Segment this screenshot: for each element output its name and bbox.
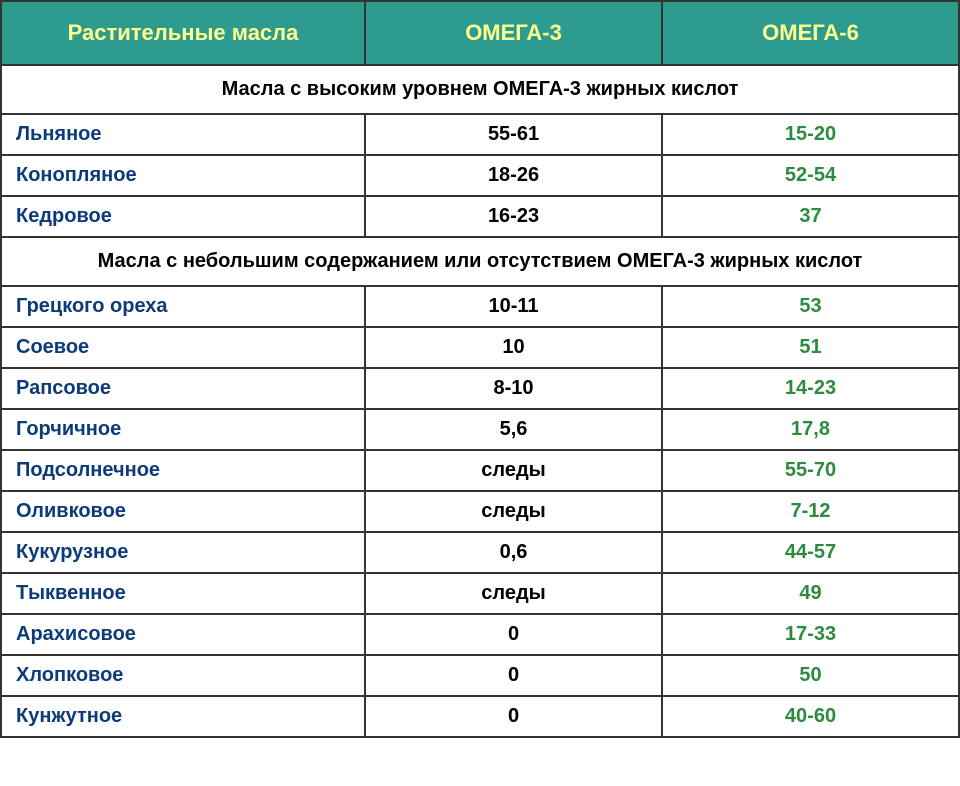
table-row: Льняное55-6115-20 — [1, 114, 959, 155]
omega6-value: 17-33 — [662, 614, 959, 655]
oil-name: Конопляное — [1, 155, 365, 196]
table-row: Соевое1051 — [1, 327, 959, 368]
omega3-value: следы — [365, 573, 662, 614]
table-row: Тыквенноеследы49 — [1, 573, 959, 614]
omega6-value: 14-23 — [662, 368, 959, 409]
omega6-value: 50 — [662, 655, 959, 696]
table-row: Кукурузное0,644-57 — [1, 532, 959, 573]
omega6-value: 15-20 — [662, 114, 959, 155]
oil-name: Кедровое — [1, 196, 365, 237]
omega6-value: 40-60 — [662, 696, 959, 737]
section-title: Масла с небольшим содержанием или отсутс… — [1, 237, 959, 286]
section-header-row: Масла с небольшим содержанием или отсутс… — [1, 237, 959, 286]
omega3-value: 18-26 — [365, 155, 662, 196]
omega-oils-table: Растительные масла ОМЕГА-3 ОМЕГА-6 Масла… — [0, 0, 960, 738]
oil-name: Горчичное — [1, 409, 365, 450]
omega6-value: 44-57 — [662, 532, 959, 573]
omega3-value: 0 — [365, 614, 662, 655]
omega3-value: 8-10 — [365, 368, 662, 409]
omega3-value: 0,6 — [365, 532, 662, 573]
omega3-value: 5,6 — [365, 409, 662, 450]
table-row: Кедровое16-2337 — [1, 196, 959, 237]
omega3-value: 10-11 — [365, 286, 662, 327]
table-row: Кунжутное040-60 — [1, 696, 959, 737]
omega6-value: 51 — [662, 327, 959, 368]
omega6-value: 52-54 — [662, 155, 959, 196]
omega3-value: 16-23 — [365, 196, 662, 237]
oil-name: Арахисовое — [1, 614, 365, 655]
oil-name: Соевое — [1, 327, 365, 368]
omega3-value: 55-61 — [365, 114, 662, 155]
table-row: Подсолнечноеследы55-70 — [1, 450, 959, 491]
column-header-omega6: ОМЕГА-6 — [662, 1, 959, 65]
omega6-value: 55-70 — [662, 450, 959, 491]
oil-name: Тыквенное — [1, 573, 365, 614]
column-header-omega3: ОМЕГА-3 — [365, 1, 662, 65]
table-body: Масла с высоким уровнем ОМЕГА-3 жирных к… — [1, 65, 959, 737]
oil-name: Рапсовое — [1, 368, 365, 409]
omega3-value: 0 — [365, 655, 662, 696]
oil-name: Оливковое — [1, 491, 365, 532]
oil-name: Грецкого ореха — [1, 286, 365, 327]
omega3-value: 10 — [365, 327, 662, 368]
table-header-row: Растительные масла ОМЕГА-3 ОМЕГА-6 — [1, 1, 959, 65]
oil-name: Кукурузное — [1, 532, 365, 573]
oil-name: Кунжутное — [1, 696, 365, 737]
table-row: Хлопковое050 — [1, 655, 959, 696]
omega3-value: следы — [365, 450, 662, 491]
column-header-name: Растительные масла — [1, 1, 365, 65]
omega6-value: 49 — [662, 573, 959, 614]
table-row: Конопляное18-2652-54 — [1, 155, 959, 196]
oil-name: Льняное — [1, 114, 365, 155]
table-row: Горчичное5,617,8 — [1, 409, 959, 450]
table-row: Грецкого ореха10-1153 — [1, 286, 959, 327]
omega6-value: 53 — [662, 286, 959, 327]
oil-name: Подсолнечное — [1, 450, 365, 491]
omega3-value: 0 — [365, 696, 662, 737]
omega6-value: 37 — [662, 196, 959, 237]
table-row: Арахисовое017-33 — [1, 614, 959, 655]
omega6-value: 17,8 — [662, 409, 959, 450]
oil-name: Хлопковое — [1, 655, 365, 696]
section-header-row: Масла с высоким уровнем ОМЕГА-3 жирных к… — [1, 65, 959, 114]
table-row: Оливковоеследы7-12 — [1, 491, 959, 532]
omega6-value: 7-12 — [662, 491, 959, 532]
section-title: Масла с высоким уровнем ОМЕГА-3 жирных к… — [1, 65, 959, 114]
omega3-value: следы — [365, 491, 662, 532]
table-row: Рапсовое8-1014-23 — [1, 368, 959, 409]
